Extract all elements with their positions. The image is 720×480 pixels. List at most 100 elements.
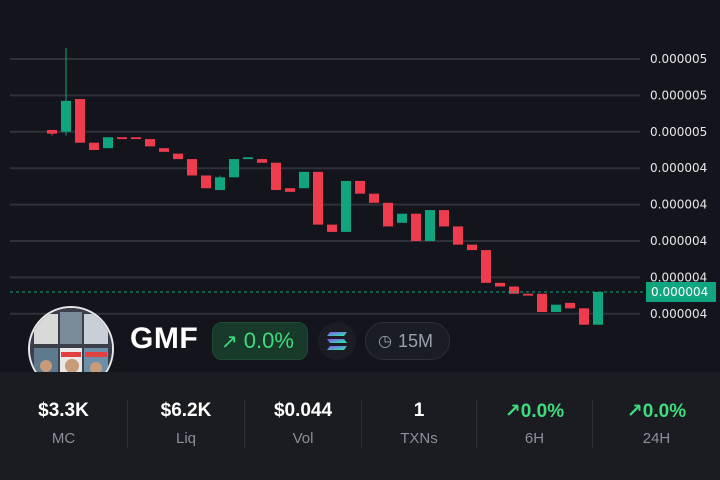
price-change-value: 0.0% xyxy=(243,328,294,353)
candle-body xyxy=(75,99,85,143)
candle xyxy=(425,210,435,241)
stat-change-24h: ↗0.0% 24H xyxy=(593,372,720,480)
stat-label: TXNs xyxy=(400,430,438,447)
candle-body xyxy=(593,291,603,325)
y-tick-label: 0.000005 xyxy=(650,125,707,139)
candle xyxy=(173,153,183,160)
candle-body xyxy=(47,129,57,134)
stat-value: 1 xyxy=(413,400,425,421)
candle xyxy=(481,250,491,283)
current-price-tag xyxy=(646,281,716,302)
candle xyxy=(495,282,505,287)
arrow-up-right-icon: ↗ xyxy=(221,330,238,353)
candle xyxy=(257,159,267,163)
candles xyxy=(47,48,603,325)
stat-value-text: 0.0% xyxy=(642,401,687,422)
stat-label: MC xyxy=(51,430,76,447)
candle xyxy=(47,129,57,136)
divider xyxy=(244,400,245,448)
stat-transactions: 1 TXNs xyxy=(362,372,476,480)
candle xyxy=(509,286,519,294)
y-tick-label: 0.000004 xyxy=(650,198,707,212)
candle xyxy=(355,180,365,194)
candle xyxy=(89,142,99,150)
candle xyxy=(215,175,225,191)
candle-body xyxy=(145,139,155,147)
candle-body xyxy=(285,188,295,192)
token-symbol: GMF xyxy=(130,322,199,355)
candle xyxy=(117,137,127,140)
candle xyxy=(439,210,449,227)
price-chart[interactable]: 0.000005 0.000005 0.000005 0.000004 0.000004… xyxy=(0,0,720,372)
candle-body xyxy=(453,226,463,245)
divider xyxy=(127,400,128,448)
candle xyxy=(313,171,323,225)
candle-body xyxy=(313,171,323,225)
candle-body xyxy=(397,213,407,223)
stat-value: ↗0.0% xyxy=(593,400,720,423)
candle-body xyxy=(271,162,281,191)
candle-body xyxy=(173,153,183,160)
candle-body xyxy=(299,171,309,189)
candle xyxy=(229,159,239,178)
stat-market-cap: $3.3K MC xyxy=(0,372,127,480)
candle xyxy=(103,137,113,149)
candle xyxy=(75,99,85,143)
candle-body xyxy=(229,159,239,178)
candle xyxy=(383,202,393,227)
timeframe-selector[interactable]: ◷ 15M xyxy=(365,322,450,360)
candle-body xyxy=(215,177,225,191)
stats-bar: $3.3K MC $6.2K Liq $0.044 Vol 1 TXNs ↗0.… xyxy=(0,372,720,480)
candle-body xyxy=(495,282,505,287)
candle-body xyxy=(355,180,365,194)
stat-label: Liq xyxy=(175,430,197,447)
stat-value: ↗0.0% xyxy=(477,400,592,423)
y-tick-label: 0.000005 xyxy=(650,52,707,66)
candle-body xyxy=(509,286,519,294)
timeframe-value: 15M xyxy=(397,330,433,351)
candle-body xyxy=(565,302,575,309)
stat-volume: $0.044 Vol xyxy=(245,372,361,480)
candle-body xyxy=(159,148,169,152)
arrow-up-right-icon: ↗ xyxy=(504,401,521,422)
candle-body xyxy=(257,159,267,163)
candle-body xyxy=(89,142,99,150)
stat-change-6h: ↗0.0% 6H xyxy=(477,372,592,480)
candle xyxy=(537,293,547,312)
candle xyxy=(187,159,197,176)
candle xyxy=(285,188,295,192)
candle-body xyxy=(425,210,435,241)
candle-body xyxy=(187,159,197,176)
stat-value: $0.044 xyxy=(273,400,333,421)
stat-value: $3.3K xyxy=(38,400,89,421)
candle-body xyxy=(439,210,449,227)
candle xyxy=(411,213,421,241)
candle-body xyxy=(131,137,141,140)
candle xyxy=(467,244,477,251)
divider xyxy=(476,400,477,448)
candle-body xyxy=(61,100,71,132)
arrow-up-right-icon: ↗ xyxy=(626,401,643,422)
candle xyxy=(523,293,533,296)
chart-grid xyxy=(10,58,640,315)
candle-body xyxy=(481,250,491,283)
divider xyxy=(361,400,362,448)
candle-body xyxy=(341,180,351,232)
candle xyxy=(397,213,407,223)
candle-body xyxy=(467,244,477,251)
stat-label: Vol xyxy=(292,430,314,447)
current-price-marker: 0.000004 xyxy=(10,281,716,302)
candle xyxy=(341,180,351,232)
candle-body xyxy=(383,202,393,227)
candle-body xyxy=(117,137,127,140)
candle xyxy=(61,48,71,136)
candle xyxy=(299,171,309,189)
y-tick-label: 0.000005 xyxy=(650,88,707,102)
chain-badge[interactable] xyxy=(318,322,356,360)
solana-logo-icon xyxy=(327,332,347,350)
candle xyxy=(201,175,211,189)
stat-label: 24H xyxy=(642,430,671,447)
candle-body xyxy=(201,175,211,189)
candle-body xyxy=(551,304,561,312)
candle-body xyxy=(579,308,589,325)
